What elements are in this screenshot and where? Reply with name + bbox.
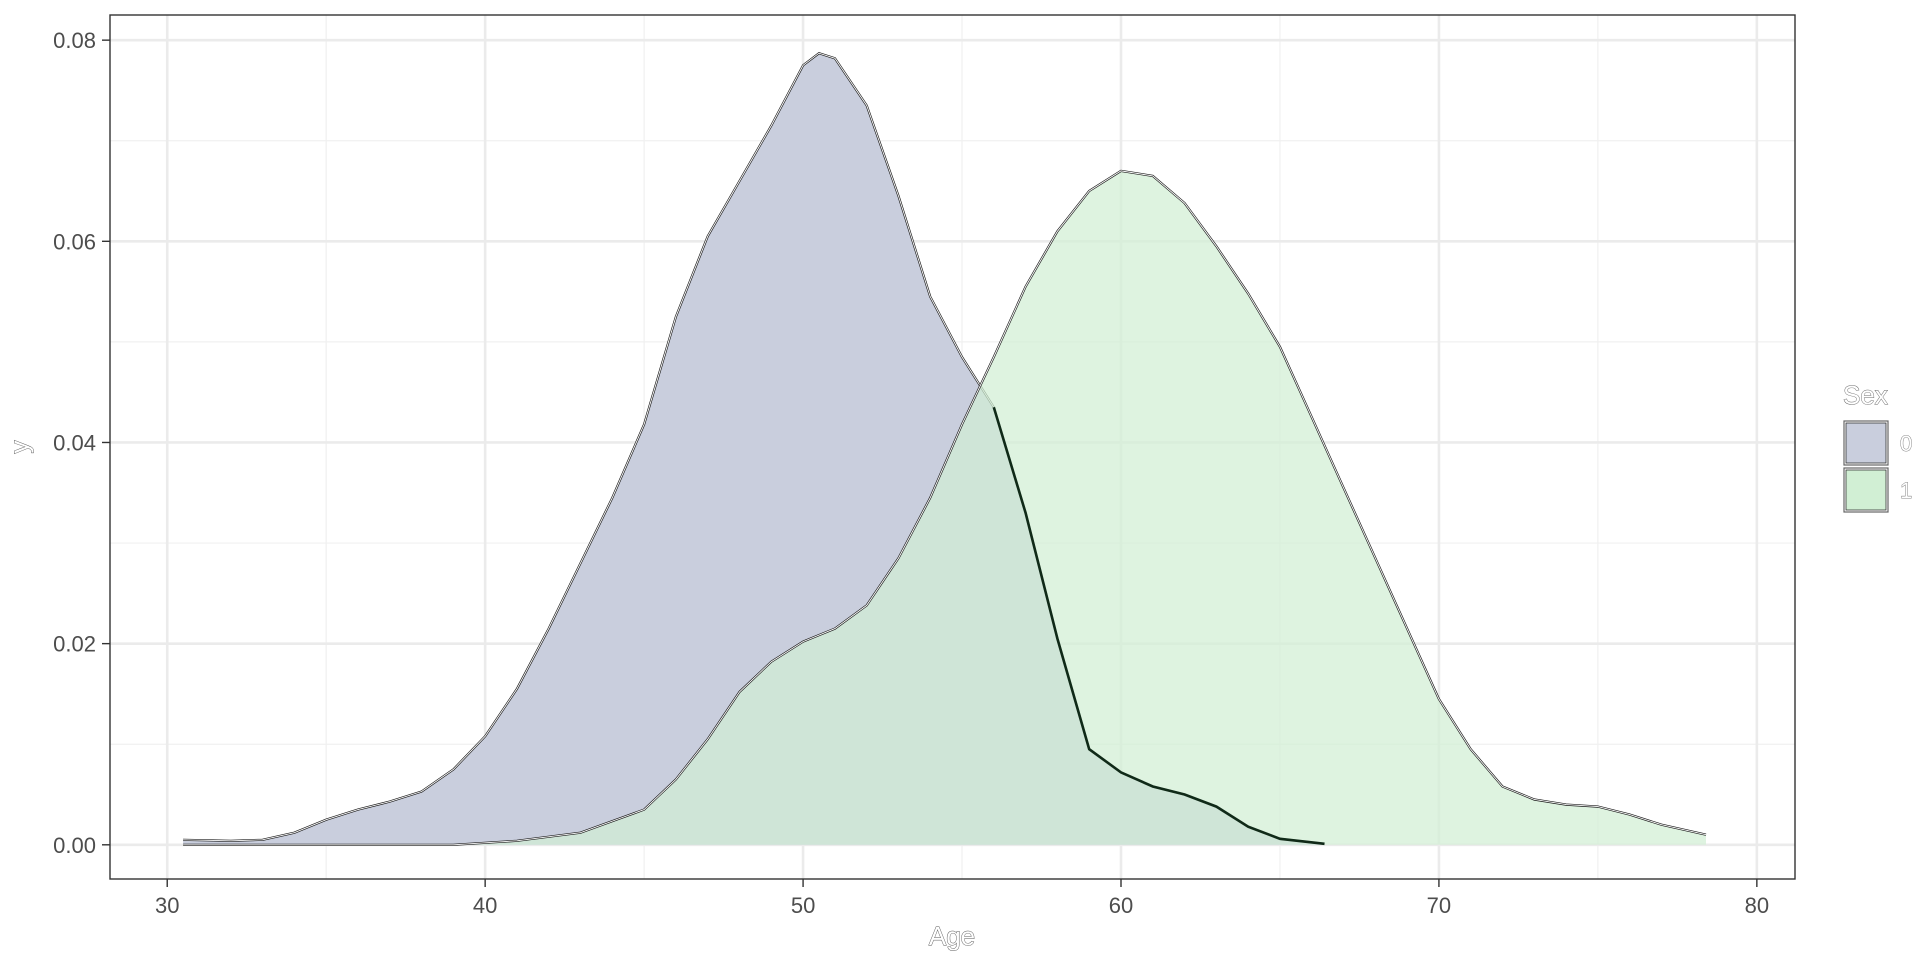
legend-label-0: 0: [1900, 431, 1912, 456]
x-tick-label: 60: [1109, 893, 1133, 918]
y-axis: 0.00 0.02 0.04 0.06 0.08: [53, 28, 110, 858]
overlap-edge-line: [992, 406, 1325, 846]
x-tick-label: 50: [791, 893, 815, 918]
density-outline-inner-1: [183, 170, 1707, 846]
x-tick-label: 70: [1427, 893, 1451, 918]
y-axis-title: y: [4, 441, 34, 454]
x-axis: 30 40 50 60 70 80: [155, 879, 1769, 918]
x-axis-title: Age: [929, 921, 975, 951]
x-tick-label: 40: [473, 893, 497, 918]
y-tick-label: 0.06: [53, 229, 96, 254]
density-areas: [183, 51, 1707, 846]
y-tick-label: 0.02: [53, 632, 96, 657]
density-series-1: [183, 169, 1707, 846]
legend: Sex 01: [1843, 380, 1913, 513]
legend-title: Sex: [1843, 380, 1888, 410]
legend-swatch-1: [1845, 469, 1887, 511]
x-tick-label: 30: [155, 893, 179, 918]
plot-border: [109, 14, 1796, 880]
x-tick-label: 80: [1745, 893, 1769, 918]
legend-items: 01: [1843, 420, 1913, 513]
y-tick-label: 0.04: [53, 430, 96, 455]
legend-label-1: 1: [1900, 478, 1912, 503]
legend-swatch-0: [1845, 422, 1887, 464]
density-area-1: [183, 170, 1707, 845]
y-tick-label: 0.08: [53, 28, 96, 53]
y-tick-label: 0.00: [53, 833, 96, 858]
